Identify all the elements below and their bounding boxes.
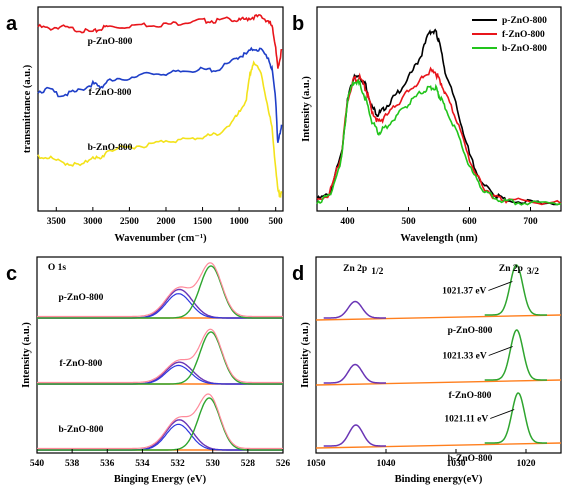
panel-letter-b: b (292, 13, 304, 35)
panel-b-ylabel: Intensity (a.u.) (301, 76, 312, 142)
panel-b-x-tick-label-600: 600 (462, 217, 477, 227)
pl-line-p-ZnO-800 (316, 28, 562, 206)
ftir-line-p-ZnO-800 (37, 14, 283, 69)
zn2p12-title: Zn 2p (343, 264, 367, 274)
zn2p32-peak-f-ZnO-800 (484, 329, 547, 381)
zn-baseline-p-ZnO-800 (315, 314, 562, 321)
panel-letter-a: a (6, 13, 18, 35)
legend-label-f-ZnO-800: f-ZnO-800 (502, 30, 545, 40)
zn2p12-peak-b-ZnO-800 (323, 424, 386, 447)
panel-d-ylabel: Intensity (a.u.) (300, 322, 311, 388)
zn-energy-label-f-ZnO-800: 1021.33 eV (442, 352, 486, 362)
o1s-envelope-p-ZnO-800 (37, 262, 283, 318)
zn-sample-label-p-ZnO-800: p-ZnO-800 (448, 326, 493, 336)
zn-energy-label-b-ZnO-800: 1021.11 eV (444, 415, 488, 425)
zn-sample-label-b-ZnO-800: b-ZnO-800 (448, 454, 493, 464)
zn-baseline-b-ZnO-800 (315, 442, 562, 449)
panel-a-x-tick-label-500: 500 (269, 217, 284, 227)
panel-c-xlabel: Binging Energy (eV) (114, 474, 207, 485)
panel-d-x-tick-label-1050: 1050 (307, 459, 326, 469)
panel-b-frame (316, 6, 562, 212)
panel-letter-c: c (6, 263, 17, 285)
o1s-sample-label-p-ZnO-800: p-ZnO-800 (58, 293, 103, 303)
o1s-sample-label-f-ZnO-800: f-ZnO-800 (60, 359, 103, 369)
panel-c-x-tick-label-532: 532 (170, 459, 185, 469)
panel-b-x-tick-label-400: 400 (340, 217, 355, 227)
pl-line-b-ZnO-800 (316, 78, 562, 206)
zn-sample-label-f-ZnO-800: f-ZnO-800 (449, 391, 492, 401)
zn2p32-peak-p-ZnO-800 (484, 264, 547, 316)
panel-a-ftir: p-ZnO-800 f-ZnO-800 b-ZnO-800 3500 3000 2500 2… (22, 6, 284, 244)
panel-a-x-tick-label-3000: 3000 (83, 217, 102, 227)
panel-c-x-tick-label-540: 540 (30, 459, 45, 469)
panel-a-x-tick-label-1000: 1000 (230, 217, 249, 227)
panel-b-pl: p-ZnO-800 f-ZnO-800 b-ZnO-800 400 500 600 700 W… (301, 6, 562, 244)
panel-c-frame (36, 256, 284, 454)
zn-energy-arrow-f-ZnO-800 (488, 346, 513, 356)
panel-a-x-tick-label-1500: 1500 (193, 217, 212, 227)
zn2p32-peak-b-ZnO-800 (484, 392, 547, 444)
panel-c-x-tick-label-526: 526 (276, 459, 291, 469)
panel-c-x-tick-label-530: 530 (206, 459, 221, 469)
o1s-lattice-component-p-ZnO-800 (37, 265, 283, 319)
panel-a-x-tick-label-3500: 3500 (47, 217, 66, 227)
o1s-envelope-b-ZnO-800 (37, 393, 283, 450)
zn2p32-title-sub: 3/2 (527, 267, 539, 277)
panel-a-x-tick-label-2500: 2500 (120, 217, 139, 227)
panel-d-x-tick-label-1020: 1020 (517, 459, 536, 469)
o1s-envelope-f-ZnO-800 (37, 328, 283, 384)
ftir-label-f-ZnO-800: f-ZnO-800 (89, 88, 132, 98)
panel-d-x-tick-label-1040: 1040 (377, 459, 396, 469)
panel-b-xlabel: Wavelength (nm) (400, 233, 478, 244)
panel-d-zn2p: 1021.37 eV p-ZnO-800 1021.33 eV f-ZnO-800 10… (300, 256, 562, 485)
panel-c-x-tick-label-536: 536 (100, 459, 115, 469)
panel-a-xlabel: Wavenumber (cm⁻¹) (114, 233, 207, 244)
ftir-line-b-ZnO-800 (37, 60, 283, 198)
legend-label-b-ZnO-800: b-ZnO-800 (502, 44, 547, 54)
panel-d-xlabel: Binding energy(eV) (395, 474, 483, 485)
panel-c-title: O 1s (48, 263, 67, 273)
panel-b-x-tick-label-500: 500 (401, 217, 416, 227)
panel-letter-d: d (292, 263, 304, 285)
zn-energy-arrow-p-ZnO-800 (488, 281, 513, 291)
zn2p32-title: Zn 2p (499, 264, 523, 274)
panel-c-x-tick-label-534: 534 (135, 459, 150, 469)
panel-c-o1s: p-ZnO-800 f-ZnO-800 b-ZnO-800 O 1s 540 538 536… (21, 256, 291, 485)
o1s-lattice-component-b-ZnO-800 (37, 397, 283, 451)
zn-energy-label-p-ZnO-800: 1021.37 eV (442, 287, 486, 297)
panel-a-frame (37, 6, 284, 212)
o1s-sample-label-b-ZnO-800: b-ZnO-800 (58, 425, 103, 435)
pl-line-f-ZnO-800 (316, 66, 562, 206)
zn2p12-title-sub: 1/2 (371, 267, 383, 277)
panel-a-ylabel: transmittance (a.u.) (22, 64, 33, 153)
panel-c-x-tick-label-538: 538 (65, 459, 80, 469)
ftir-label-b-ZnO-800: b-ZnO-800 (88, 143, 133, 153)
panel-c-ylabel: Intensity (a.u.) (21, 322, 32, 388)
ftir-line-f-ZnO-800 (37, 46, 283, 143)
panel-d-x-tick-label-1030: 1030 (447, 459, 466, 469)
ftir-label-p-ZnO-800: p-ZnO-800 (88, 37, 133, 47)
o1s-lattice-component-f-ZnO-800 (37, 331, 283, 385)
panel-c-x-tick-label-528: 528 (241, 459, 256, 469)
zn2p12-peak-f-ZnO-800 (323, 363, 386, 384)
legend-label-p-ZnO-800: p-ZnO-800 (502, 16, 547, 26)
zn-energy-arrow-b-ZnO-800 (490, 409, 515, 419)
zn2p12-peak-p-ZnO-800 (323, 300, 386, 319)
panel-b-x-tick-label-700: 700 (523, 217, 538, 227)
panel-d-frame (315, 256, 562, 454)
zn-baseline-f-ZnO-800 (315, 379, 562, 386)
panel-a-x-tick-label-2000: 2000 (156, 217, 175, 227)
